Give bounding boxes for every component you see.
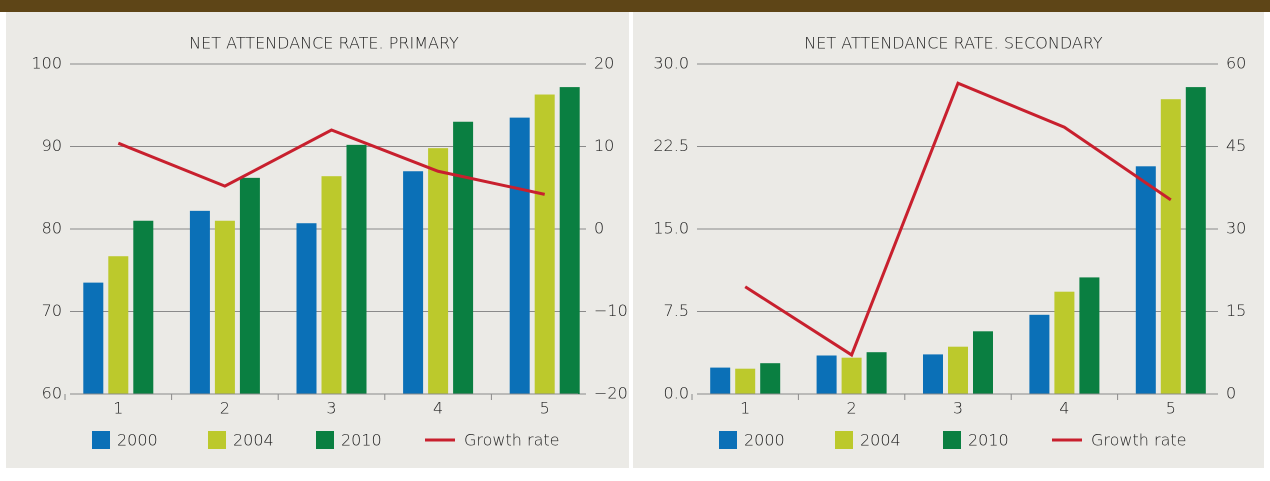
legend-label: 2010 [968, 431, 1009, 450]
y-tick-label: 80 [42, 219, 62, 238]
bar [866, 352, 887, 394]
bar [239, 177, 260, 394]
y2-tick-label: 60 [1226, 54, 1246, 73]
y-tick-label: 0.0 [664, 384, 689, 403]
bar [403, 171, 424, 394]
bar [133, 220, 154, 394]
x-tick-label: 2 [847, 399, 857, 418]
y-tick-label: 60 [42, 384, 62, 403]
bar [973, 331, 993, 394]
y2-tick-label: 45 [1226, 136, 1246, 155]
x-tick-label: 2 [220, 399, 230, 418]
bar [83, 282, 104, 394]
chart-title: NET ATTENDANCE RATE. PRIMARY [189, 34, 459, 53]
bar [1029, 314, 1050, 394]
bar [509, 117, 530, 394]
bar [1079, 277, 1100, 394]
bar [1135, 166, 1156, 394]
legend-label: 2010 [341, 431, 382, 450]
legend-label: 2004 [233, 431, 274, 450]
legend-swatch [719, 431, 737, 449]
bar [321, 176, 342, 394]
growth-line [744, 81, 1172, 358]
legend-swatch [92, 431, 110, 449]
bar [1054, 291, 1075, 394]
x-tick-label: 5 [540, 399, 550, 418]
bar [760, 363, 781, 394]
bar [1185, 87, 1206, 394]
y2-tick-label: 0 [1226, 384, 1236, 403]
bar [296, 223, 317, 394]
y-tick-label: 70 [42, 301, 62, 320]
legend-swatch [208, 431, 226, 449]
y2-tick-label: 0 [594, 219, 604, 238]
y2-tick-label: 20 [594, 54, 614, 73]
y-tick-label: 15.0 [653, 219, 689, 238]
y-tick-label: 30.0 [653, 54, 689, 73]
bar [189, 210, 210, 394]
chart-title: NET ATTENDANCE RATE. SECONDARY [804, 34, 1103, 53]
y-tick-label: 90 [42, 136, 62, 155]
bar [816, 355, 837, 394]
legend-label: Growth rate [464, 431, 560, 450]
bar [710, 367, 731, 394]
bar [534, 94, 555, 395]
bar [1160, 99, 1181, 394]
y2-tick-label: −10 [594, 301, 628, 320]
top-bar [0, 0, 1270, 12]
y2-tick-label: −20 [594, 384, 628, 403]
legend-label: 2000 [744, 431, 785, 450]
x-tick-label: 5 [1166, 399, 1176, 418]
x-tick-label: 1 [740, 399, 750, 418]
x-tick-label: 4 [1059, 399, 1069, 418]
y-tick-label: 7.5 [664, 301, 689, 320]
legend-label: 2004 [860, 431, 901, 450]
growth-line [117, 128, 546, 196]
x-tick-label: 1 [113, 399, 123, 418]
y2-tick-label: 15 [1226, 301, 1246, 320]
bar [428, 148, 449, 394]
bar [735, 368, 756, 394]
legend-swatch [835, 431, 853, 449]
bar [559, 87, 580, 394]
legend-label: Growth rate [1091, 431, 1187, 450]
bar [923, 354, 943, 394]
legend-label: 2000 [117, 431, 158, 450]
x-tick-label: 4 [433, 399, 443, 418]
y2-tick-label: 10 [594, 136, 614, 155]
legend-swatch [316, 431, 334, 449]
bar [841, 357, 862, 394]
bar [453, 121, 474, 394]
y2-tick-label: 30 [1226, 219, 1246, 238]
bar [948, 346, 968, 394]
y-tick-label: 22.5 [653, 136, 689, 155]
x-tick-label: 3 [953, 399, 963, 418]
y-tick-label: 100 [31, 54, 62, 73]
x-tick-label: 3 [326, 399, 336, 418]
bar [214, 220, 235, 394]
legend-swatch [943, 431, 961, 449]
bar [346, 144, 367, 394]
bar [108, 256, 129, 394]
